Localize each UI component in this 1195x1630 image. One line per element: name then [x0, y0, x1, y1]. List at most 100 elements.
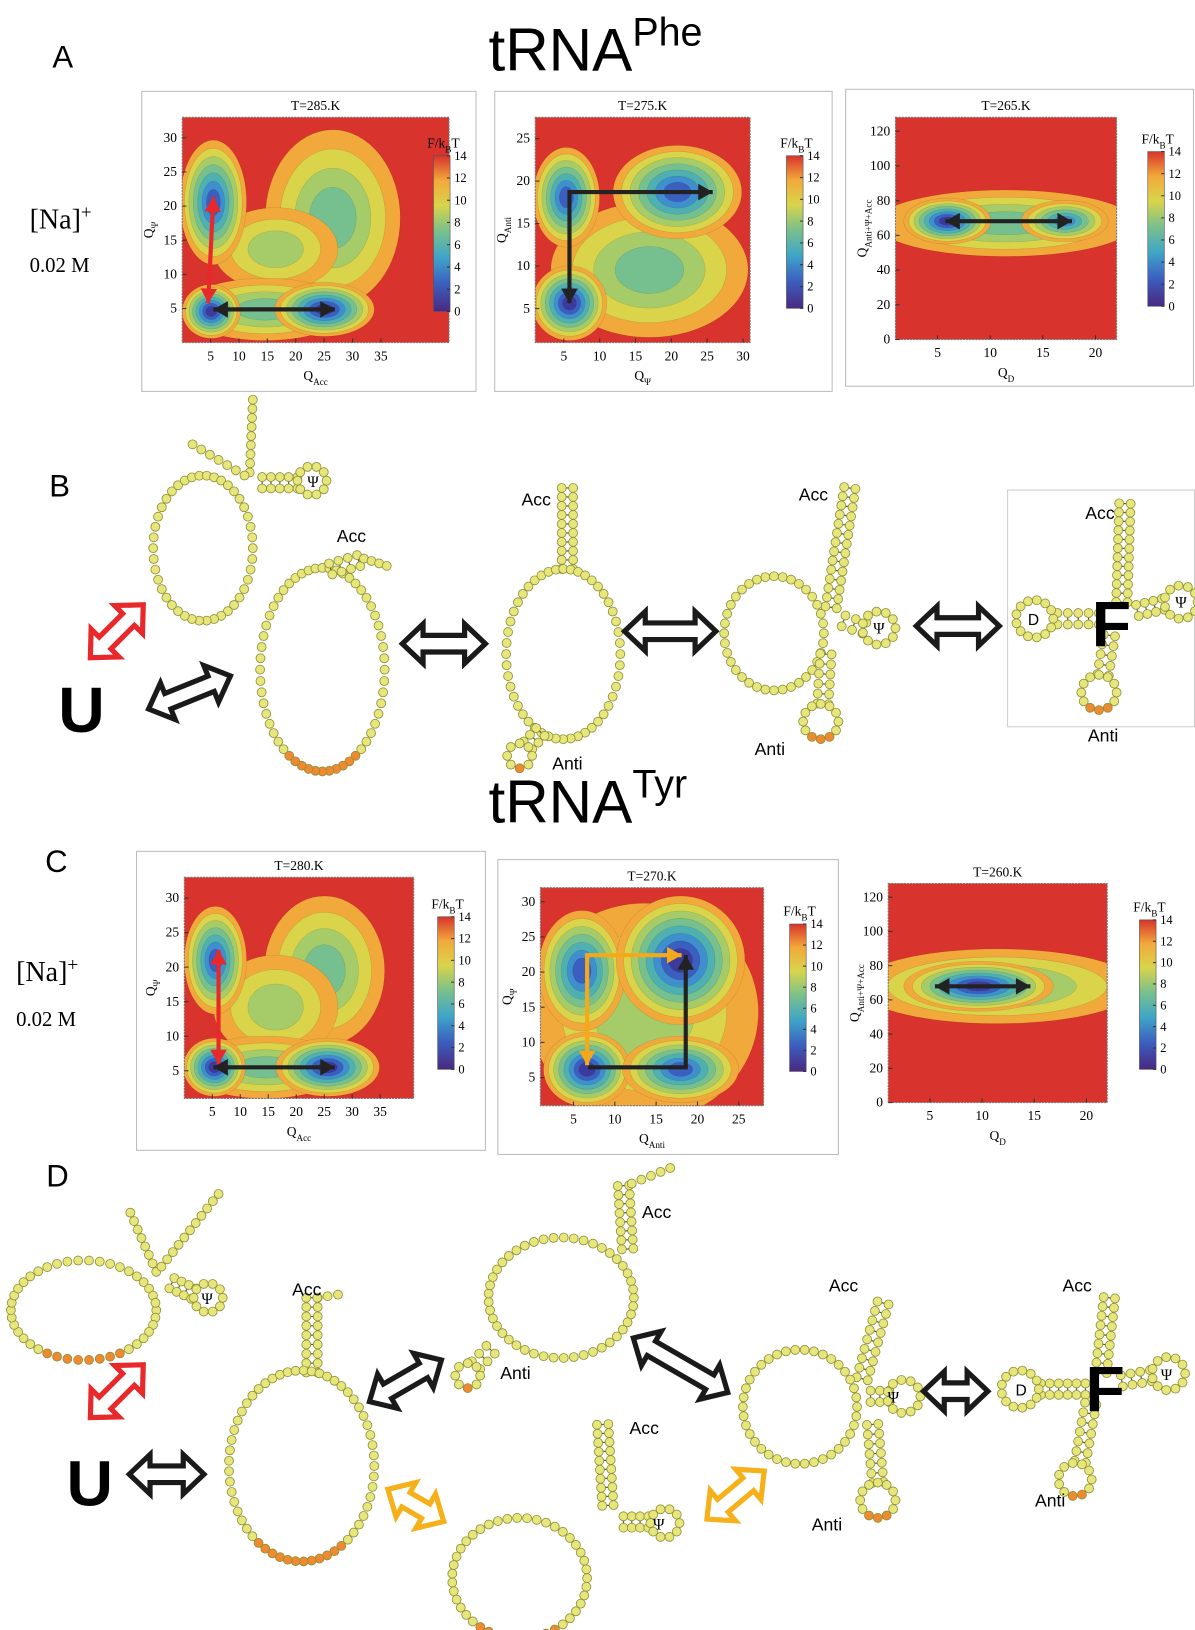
- nucleotide: [1114, 508, 1123, 517]
- y-tick-label: 10: [166, 1028, 180, 1043]
- nucleotide: [504, 1251, 513, 1260]
- colorbar-tick-label: 10: [458, 954, 470, 968]
- nucleotide: [174, 1240, 183, 1249]
- y-axis-label: QΨ: [141, 221, 160, 238]
- x-tick-label: 5: [570, 1111, 577, 1126]
- nucleotide: [1041, 630, 1050, 639]
- nucleotide: [354, 1403, 363, 1412]
- nucleotide: [74, 1355, 83, 1364]
- nucleotide: [225, 1467, 234, 1476]
- nucleotide: [1174, 581, 1183, 590]
- x-tick-label: 25: [732, 1111, 746, 1126]
- y-tick-label: 120: [863, 889, 883, 904]
- nucleotide: [569, 1234, 578, 1243]
- y-tick-label: 15: [164, 232, 178, 247]
- x-axis-label: QD: [990, 1128, 1007, 1147]
- nucleotide: [856, 1496, 865, 1505]
- nucleotide: [834, 595, 843, 604]
- nucleotide: [1112, 688, 1121, 697]
- nucleotide: [323, 1292, 332, 1301]
- nucleotide: [502, 650, 511, 659]
- nucleotide: [1171, 1384, 1180, 1393]
- nucleotide: [1012, 610, 1021, 619]
- nucleotide: [284, 473, 293, 482]
- nucleotide: [865, 1450, 874, 1459]
- nucleotide: [380, 665, 389, 674]
- nucleotide: [872, 607, 881, 616]
- nucleotide: [225, 1446, 234, 1455]
- plot-title: T=270.K: [627, 868, 676, 883]
- domain-label: Acc: [337, 526, 367, 546]
- nucleotide: [137, 1234, 146, 1243]
- nucleotide: [558, 1527, 567, 1536]
- nucleotide: [888, 615, 897, 624]
- colorbar-tick-label: 4: [1160, 1020, 1167, 1034]
- colorbar: [1139, 920, 1156, 1070]
- nucleotide: [628, 1235, 637, 1244]
- nucleotide: [1047, 606, 1056, 615]
- nucleotide: [1138, 1379, 1147, 1388]
- nucleotide: [873, 1478, 882, 1487]
- colorbar-label-part: T: [807, 904, 816, 919]
- colorbar-label-part: T: [804, 135, 813, 150]
- x-axis-label-part: Acc: [313, 377, 328, 387]
- plot-area: [180, 117, 449, 342]
- nucleotide: [1032, 596, 1041, 605]
- nucleotide: [810, 1347, 819, 1356]
- nucleotide: [1126, 1369, 1135, 1378]
- y-tick-label: 100: [863, 924, 883, 939]
- nucleotide: [636, 1523, 645, 1532]
- nucleotide: [906, 1377, 915, 1386]
- y-axis-label-part: Q: [141, 228, 156, 238]
- y-tick-label: 30: [164, 130, 178, 145]
- nucleotide: [825, 574, 834, 583]
- colorbar-tick-label: 6: [1169, 233, 1175, 247]
- nucleotide: [1125, 526, 1134, 535]
- nucleotide: [1114, 535, 1123, 544]
- nucleotide: [524, 717, 533, 726]
- nucleotide: [1110, 1303, 1119, 1312]
- y-axis-label: QΨ: [499, 988, 518, 1005]
- nucleotide: [814, 669, 823, 678]
- x-tick-label: 20: [691, 1111, 705, 1126]
- nucleotide: [1012, 619, 1021, 628]
- nucleotide: [313, 1349, 322, 1358]
- colorbar-tick-label: 12: [454, 171, 466, 185]
- nucleotide: [482, 1341, 491, 1350]
- colorbar-tick-label: 6: [454, 238, 460, 252]
- colorbar: [786, 156, 803, 309]
- nucleotide: [557, 546, 566, 555]
- colorbar-tick-label: 10: [1169, 189, 1181, 203]
- nucleotide: [750, 1367, 759, 1376]
- nucleotide: [154, 575, 163, 584]
- nucleotide: [1063, 1379, 1072, 1388]
- nucleotide: [1132, 600, 1141, 609]
- contour-level: [248, 231, 303, 268]
- domain-label: D: [1028, 612, 1039, 629]
- nucleotide: [1125, 544, 1134, 553]
- nucleotide: [256, 665, 265, 674]
- nucleotide: [841, 1437, 850, 1446]
- nucleotide: [1098, 1302, 1107, 1311]
- x-axis-label-part: D: [1008, 374, 1015, 384]
- nucleotide: [227, 1487, 236, 1496]
- nucleotide: [828, 556, 837, 565]
- x-tick-label: 35: [374, 348, 388, 363]
- nucleotide: [359, 1512, 368, 1521]
- nucleotide: [26, 1272, 35, 1281]
- y-tick-label: 15: [517, 216, 531, 231]
- panel-label: B: [49, 468, 70, 503]
- nucleotide: [257, 643, 266, 652]
- nucleotide: [889, 1487, 898, 1496]
- nucleotide: [515, 764, 524, 773]
- nucleotide: [852, 1393, 861, 1402]
- nucleotide: [363, 1421, 372, 1430]
- nucleotide: [333, 1290, 342, 1299]
- colorbar-label-part: F/k: [1142, 131, 1160, 146]
- nucleotide: [532, 1515, 541, 1524]
- x-tick-label: 20: [665, 348, 679, 363]
- nucleotide: [608, 607, 617, 616]
- nucleotide: [337, 567, 346, 576]
- x-tick-label: 35: [373, 1104, 387, 1119]
- nucleotide: [739, 1412, 748, 1421]
